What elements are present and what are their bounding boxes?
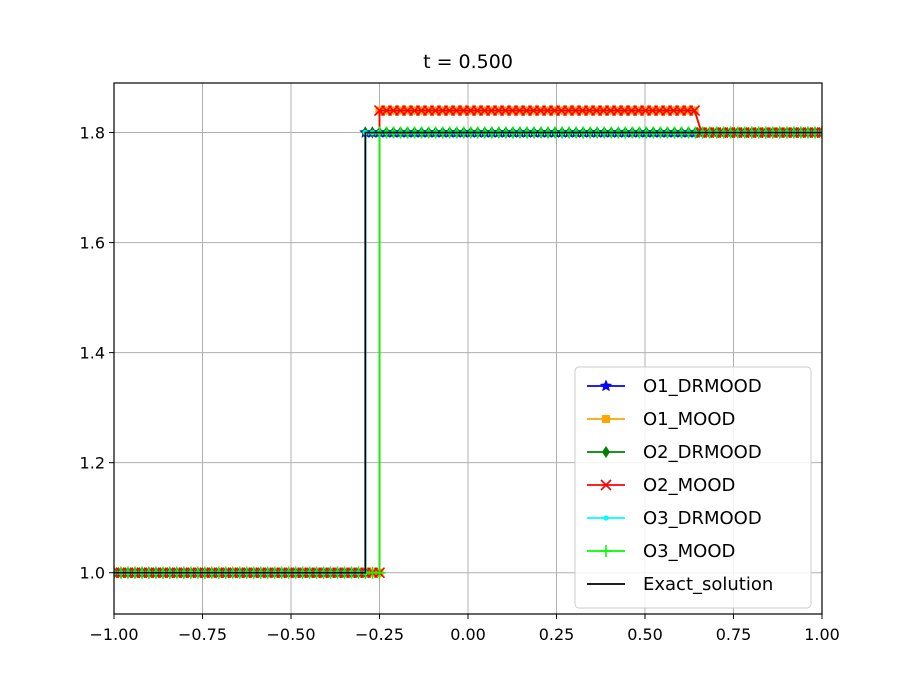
legend-item: O2_MOOD [587,475,735,496]
x-tick-label: 0.75 [716,625,752,644]
legend-marker [603,515,609,521]
chart-title: t = 0.500 [423,51,513,73]
y-tick-label: 1.4 [80,344,105,363]
axis-ticks: −1.00 −0.75 −0.50 −0.25 0.00 0.25 0.50 0.75 1.00… [80,124,840,644]
legend-marker [600,545,612,557]
data-point [816,126,822,139]
legend-item: Exact_solution [587,574,773,595]
x-tick-label: 0.25 [539,625,575,644]
data-point-stroke [816,131,822,139]
y-tick-label: 1.6 [80,234,105,253]
y-tick-label: 1.2 [80,454,105,473]
x-tick-label: 0.00 [450,625,486,644]
data-point [688,104,701,117]
legend-box [574,366,812,609]
legend-label: O2_DRMOOD [643,442,762,463]
legend-label: O3_DRMOOD [643,508,762,529]
x-tick-label: 1.00 [804,625,840,644]
legend-marker-stroke [600,479,612,491]
legend-label: O1_MOOD [643,409,735,430]
legend-marker [599,379,613,392]
legend-item: O3_DRMOOD [587,508,762,529]
legend-label: Exact_solution [643,574,773,595]
legend-label: O3_MOOD [643,541,735,562]
x-tick-label: −0.75 [178,625,227,644]
x-tick-label: 0.50 [627,625,663,644]
series-Exact_solution [114,131,822,574]
x-tick-label: −0.25 [355,625,404,644]
legend-item: O3_MOOD [587,541,735,562]
legend-label: O1_DRMOOD [643,376,762,397]
legend-marker [600,479,612,491]
y-tick-label: 1.8 [80,124,105,143]
data-point-stroke [816,126,822,134]
legend-item: O2_DRMOOD [587,442,762,463]
legend-label: O2_MOOD [643,475,735,496]
series-line [114,131,822,574]
legend-marker [602,415,610,423]
x-tick-label: −0.50 [266,625,315,644]
y-tick-label: 1.0 [80,564,105,583]
legend-item: O1_MOOD [587,409,735,430]
data-point-stroke [688,104,701,117]
data-point [373,566,386,579]
x-tick-label: −1.00 [89,625,138,644]
plot-area [114,104,822,579]
legend-item: O1_DRMOOD [587,376,762,397]
legend-marker [602,446,610,458]
legend: O1_DRMOOD O1_MOOD O2_DRMOOD O2_MOOD O3_DRMOO… [574,366,812,609]
